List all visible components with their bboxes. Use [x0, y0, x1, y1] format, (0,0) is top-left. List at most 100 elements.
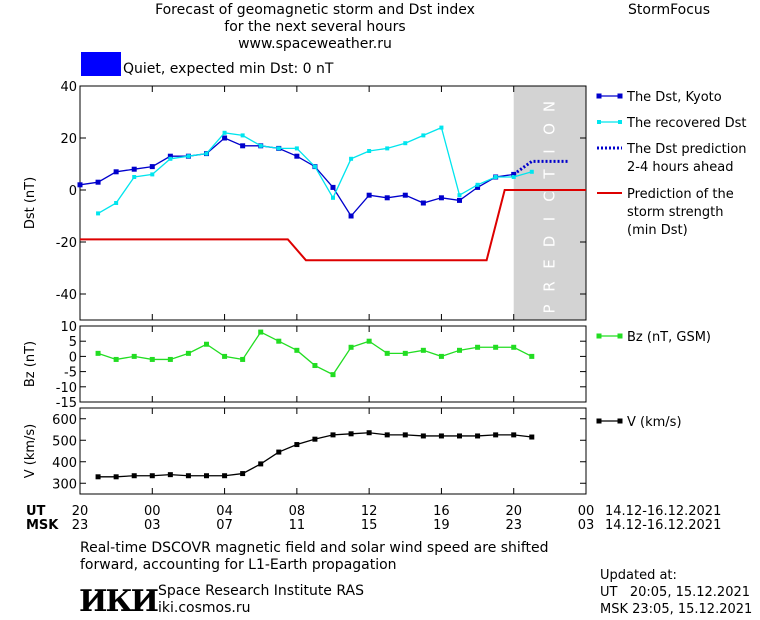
prediction-letter: R — [540, 279, 558, 291]
data-point — [438, 353, 444, 359]
updated-msk: MSK 23:05, 15.12.2021 — [600, 602, 753, 617]
legend-marker — [596, 93, 602, 99]
data-point — [95, 350, 101, 356]
ut-tick-label: 12 — [361, 504, 378, 519]
data-point — [240, 471, 246, 477]
data-point — [457, 197, 462, 203]
data-point — [420, 200, 426, 206]
legend-label: The Dst prediction — [626, 142, 747, 157]
data-point — [438, 433, 444, 439]
prediction-letter: P — [540, 302, 558, 313]
y-axis-label: Dst (nT) — [23, 177, 38, 229]
msk-tick-label: 23 — [72, 518, 89, 533]
data-point — [348, 213, 354, 219]
data-point — [149, 356, 155, 362]
data-point — [511, 175, 516, 179]
data-point — [240, 356, 246, 362]
msk-tick-label: 07 — [216, 518, 233, 533]
footer-note-line1: Real-time DSCOVR magnetic field and sola… — [80, 540, 549, 556]
iki-logo: ИКИ — [79, 584, 159, 619]
y-tick-label: -15 — [56, 396, 77, 411]
data-point — [420, 433, 426, 439]
legend-label: storm strength — [627, 205, 724, 220]
msk-tick-label: 11 — [289, 518, 306, 533]
data-point — [168, 156, 173, 161]
legend-label: The Dst, Kyoto — [626, 90, 722, 105]
institute-site[interactable]: iki.cosmos.ru — [158, 600, 251, 616]
data-point — [149, 473, 155, 479]
y-tick-label: 0 — [69, 350, 77, 365]
msk-tick-label: 15 — [361, 518, 378, 533]
series-line-dst-2 — [512, 159, 568, 176]
data-point — [348, 344, 354, 350]
prediction-letter: T — [540, 167, 558, 179]
data-point — [150, 172, 155, 177]
data-point — [475, 184, 481, 190]
data-point — [240, 143, 246, 149]
prediction-zone — [513, 86, 586, 320]
data-point — [131, 353, 137, 359]
msk-tick-label: 19 — [433, 518, 450, 533]
data-point — [132, 175, 137, 179]
panel-frame — [79, 407, 587, 495]
data-point — [493, 432, 499, 438]
data-point — [294, 442, 300, 448]
data-point — [95, 179, 101, 185]
data-point — [131, 473, 137, 479]
data-point — [258, 461, 264, 467]
data-point — [348, 431, 354, 437]
legend-label: (min Dst) — [627, 223, 688, 238]
data-point — [367, 149, 372, 153]
data-point — [131, 166, 137, 172]
ut-tick-label: 04 — [216, 504, 233, 519]
y-tick-label: 500 — [52, 434, 77, 449]
data-point — [258, 143, 263, 148]
y-tick-label: 10 — [60, 320, 77, 335]
data-point — [222, 473, 228, 479]
y-tick-label: 5 — [69, 335, 77, 350]
ut-tick-label: 00 — [144, 504, 161, 519]
panel-frame — [79, 85, 587, 321]
footer-note-line2: forward, accounting for L1-Earth propaga… — [80, 557, 397, 573]
data-point — [384, 350, 390, 356]
data-point — [529, 353, 535, 359]
y-tick-label: 20 — [60, 132, 77, 147]
data-point — [113, 169, 119, 175]
website-link[interactable]: www.spaceweather.ru — [238, 36, 392, 52]
status-swatch — [81, 52, 121, 76]
data-point — [349, 156, 354, 161]
msk-tick-label: 03 — [578, 518, 595, 533]
data-point — [511, 344, 517, 350]
y-tick-label: 600 — [52, 413, 77, 428]
legend-marker — [597, 120, 601, 124]
data-point — [204, 151, 209, 156]
data-point — [475, 344, 481, 350]
data-point — [529, 434, 535, 440]
data-point — [222, 353, 228, 359]
msk-tick-label: 23 — [505, 518, 522, 533]
series-line-dst-1 — [97, 126, 532, 214]
legend-marker — [618, 120, 622, 124]
data-point — [402, 350, 408, 356]
y-tick-label: 300 — [52, 477, 77, 492]
data-point — [331, 195, 335, 200]
prediction-letter: O — [540, 121, 558, 135]
data-point — [185, 350, 191, 356]
data-point — [95, 474, 101, 480]
legend-marker — [617, 418, 623, 424]
prediction-letter: I — [540, 215, 558, 221]
status-text: Quiet, expected min Dst: 0 nT — [123, 61, 334, 77]
data-point — [511, 432, 517, 438]
date-range-ut: 14.12-16.12.2021 — [605, 504, 721, 519]
data-point — [438, 195, 444, 201]
prediction-letter: C — [540, 189, 558, 201]
updated-ut: UT 20:05, 15.12.2021 — [600, 585, 751, 600]
data-point — [366, 338, 372, 344]
chart-title-line1: Forecast of geomagnetic storm and Dst in… — [155, 2, 475, 18]
legend-label: The recovered Dst — [626, 116, 746, 131]
data-point — [294, 153, 300, 159]
y-axis-label: Bz (nT) — [23, 341, 38, 387]
data-point — [330, 372, 336, 378]
data-point — [222, 135, 228, 141]
legend-marker — [596, 333, 602, 339]
